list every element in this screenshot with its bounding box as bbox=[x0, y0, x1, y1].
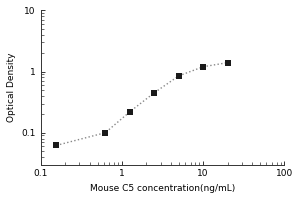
X-axis label: Mouse C5 concentration(ng/mL): Mouse C5 concentration(ng/mL) bbox=[90, 184, 235, 193]
Y-axis label: Optical Density: Optical Density bbox=[7, 53, 16, 122]
